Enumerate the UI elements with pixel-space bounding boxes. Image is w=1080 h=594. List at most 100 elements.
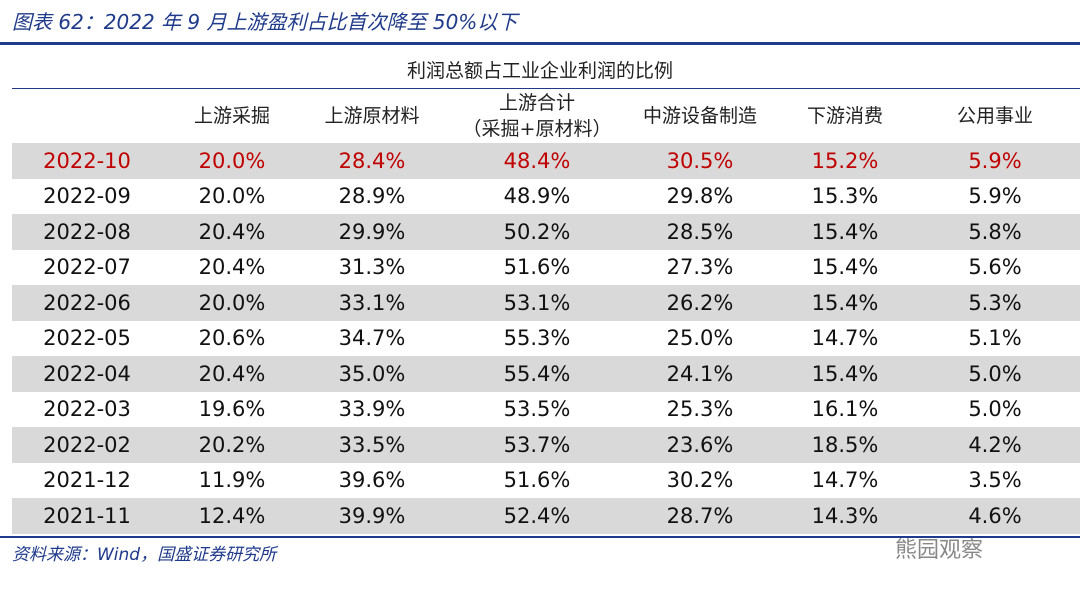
table-cell: 15.4% (811, 361, 879, 386)
table-row: 2022-10 20.0% 28.4% 48.4% 30.5% 15.2% 5.9% (12, 143, 1080, 179)
table-cell: 15.4% (811, 255, 879, 280)
table-cell: 15.4% (811, 290, 879, 315)
table-cell: 5.0% (968, 397, 1022, 422)
table-cell: 26.2% (666, 290, 734, 315)
table-row: 2022-05 20.6% 34.7% 55.3% 25.0% 14.7% 5.1% (12, 321, 1080, 357)
table-cell: 48.4% (503, 148, 571, 173)
table-cell: 30.5% (666, 148, 734, 173)
table-cell: 39.6% (338, 468, 406, 493)
table-cell: 28.9% (338, 184, 406, 209)
table-cell: 20.4% (198, 255, 266, 280)
table-cell: 3.5% (968, 468, 1022, 493)
table-cell: 51.6% (503, 468, 571, 493)
table-cell: 33.1% (338, 290, 406, 315)
table-cell: 25.3% (666, 397, 734, 422)
table-cell: 5.0% (968, 361, 1022, 386)
group-header: 利润总额占工业企业利润的比例 (406, 60, 673, 82)
column-header: 上游采掘 (193, 105, 271, 127)
table-row: 2022-06 20.0% 33.1% 53.1% 26.2% 15.4% 5.3% (12, 285, 1080, 321)
table-cell: 18.5% (811, 432, 879, 457)
table-row: 2022-03 19.6% 33.9% 53.5% 25.3% 16.1% 5.0% (12, 392, 1080, 428)
table-cell: 4.6% (968, 503, 1022, 528)
table-cell: 23.6% (666, 432, 734, 457)
table-cell: 27.3% (666, 255, 734, 280)
table-cell: 52.4% (503, 503, 571, 528)
table-cell: 34.7% (338, 326, 406, 351)
table-cell: 48.9% (503, 184, 571, 209)
row-label: 2022-05 (43, 326, 131, 351)
row-label: 2022-06 (43, 290, 131, 315)
column-header: 中游设备制造 (642, 105, 758, 127)
table-cell: 11.9% (198, 468, 266, 493)
table-cell: 14.7% (811, 468, 879, 493)
table-cell: 29.9% (338, 219, 406, 244)
row-label: 2022-03 (43, 397, 131, 422)
table-row: 2022-02 20.2% 33.5% 53.7% 23.6% 18.5% 4.2% (12, 427, 1080, 463)
table-cell: 28.5% (666, 219, 734, 244)
table-cell: 30.2% (666, 468, 734, 493)
table-cell: 20.4% (198, 219, 266, 244)
table-cell: 33.5% (338, 432, 406, 457)
table-cell: 33.9% (338, 397, 406, 422)
table-cell: 39.9% (338, 503, 406, 528)
table-row: 2022-09 20.0% 28.9% 48.9% 29.8% 15.3% 5.9% (12, 179, 1080, 215)
table-cell: 20.6% (198, 326, 266, 351)
row-label: 2022-07 (43, 255, 131, 280)
table-cell: 53.5% (503, 397, 571, 422)
table-row: 2021-11 12.4% 39.9% 52.4% 28.7% 14.3% 4.6% (12, 498, 1080, 534)
table-row: 2022-04 20.4% 35.0% 55.4% 24.1% 15.4% 5.0% (12, 356, 1080, 392)
row-label: 2022-04 (43, 361, 131, 386)
table-cell: 53.7% (503, 432, 571, 457)
column-header: 上游合计 (498, 92, 576, 114)
row-label: 2022-02 (43, 432, 131, 457)
table-cell: 20.2% (198, 432, 266, 457)
table-cell: 5.6% (968, 255, 1022, 280)
header-rule (12, 88, 1080, 89)
row-label: 2021-11 (43, 503, 131, 528)
table-cell: 5.8% (968, 219, 1022, 244)
column-header: （采掘+原材料） (462, 118, 612, 140)
table-cell: 14.7% (811, 326, 879, 351)
table-cell: 20.0% (198, 290, 266, 315)
table-cell: 12.4% (198, 503, 266, 528)
table-cell: 20.0% (198, 148, 266, 173)
bottom-rule (0, 536, 1080, 538)
table-cell: 51.6% (503, 255, 571, 280)
table-cell: 53.1% (503, 290, 571, 315)
table-cell: 15.4% (811, 219, 879, 244)
table-cell: 29.8% (666, 184, 734, 209)
row-label: 2021-12 (43, 468, 131, 493)
table-cell: 5.3% (968, 290, 1022, 315)
table-row: 2021-12 11.9% 39.6% 51.6% 30.2% 14.7% 3.5% (12, 463, 1080, 499)
title: 图表 62：2022 年 9 月上游盈利占比首次降至 50%以下 (12, 10, 518, 34)
table-cell: 55.3% (503, 326, 571, 351)
source: 资料来源：Wind，国盛证券研究所 (12, 545, 277, 565)
table-cell: 20.0% (198, 184, 266, 209)
table-cell: 25.0% (666, 326, 734, 351)
table-cell: 55.4% (503, 361, 571, 386)
table-cell: 5.1% (968, 326, 1022, 351)
table-cell: 19.6% (198, 397, 266, 422)
row-label: 2022-08 (43, 219, 131, 244)
column-header: 下游消费 (806, 105, 884, 127)
table-cell: 5.9% (968, 184, 1022, 209)
table-cell: 28.4% (338, 148, 406, 173)
table-cell: 15.2% (811, 148, 879, 173)
table-cell: 14.3% (811, 503, 879, 528)
table-cell: 16.1% (811, 397, 879, 422)
table-cell: 28.7% (666, 503, 734, 528)
watermark: 熊园观察 (895, 538, 984, 563)
table-cell: 4.2% (968, 432, 1022, 457)
column-header: 公用事业 (956, 105, 1034, 127)
top-rule (0, 42, 1080, 45)
table-row: 2022-08 20.4% 29.9% 50.2% 28.5% 15.4% 5.8% (12, 214, 1080, 250)
row-label: 2022-09 (43, 184, 131, 209)
table-cell: 31.3% (338, 255, 406, 280)
column-header: 上游原材料 (324, 105, 420, 127)
table-cell: 15.3% (811, 184, 879, 209)
table-row: 2022-07 20.4% 31.3% 51.6% 27.3% 15.4% 5.6% (12, 250, 1080, 286)
table-cell: 20.4% (198, 361, 266, 386)
table-cell: 35.0% (338, 361, 406, 386)
table-cell: 24.1% (666, 361, 734, 386)
